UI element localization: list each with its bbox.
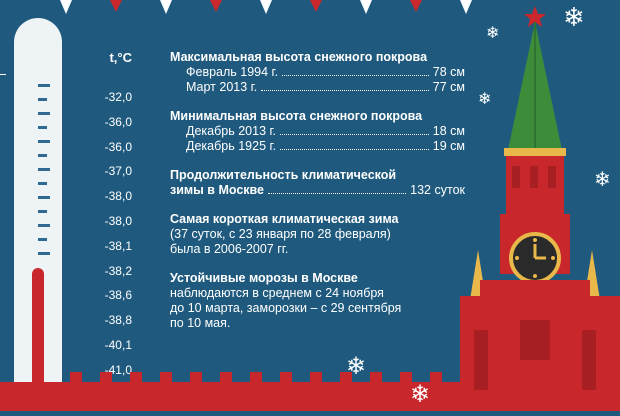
- frost-line-1: наблюдаются в среднем с 24 ноября: [170, 286, 384, 300]
- min-snow-block: Минимальная высота снежного покрова Дека…: [170, 109, 465, 154]
- shortest-title: Самая короткая климатическая зима: [170, 212, 399, 226]
- kremlin-wall: [0, 372, 470, 411]
- kremlin-tower: [460, 0, 620, 411]
- temperature-value: -36,0: [104, 114, 132, 129]
- thermometer: [14, 18, 62, 411]
- frost-title: Устойчивые морозы в Москве: [170, 271, 358, 285]
- max-snow-block: Максимальная высота снежного покрова Фев…: [170, 50, 465, 95]
- max-snow-title: Максимальная высота снежного покрова: [170, 50, 428, 64]
- max-snow-row: Февраль 1994 г. 78 см: [170, 65, 465, 80]
- shortest-line-1: (37 суток, с 23 января по 28 февраля): [170, 227, 391, 241]
- snowflake-icon: ❄: [346, 353, 367, 380]
- duration-title-2: зимы в Москве: [170, 183, 265, 197]
- temperature-value: -40,1: [104, 337, 132, 352]
- shortest-line-2: была в 2006-2007 гг.: [170, 242, 289, 256]
- max-snow-row: Март 2013 г. 77 см: [170, 80, 465, 95]
- snowflake-icon: ❄: [410, 381, 431, 408]
- row-label: Март 2013 г.: [186, 80, 258, 94]
- bunting: [0, 0, 620, 18]
- temperature-value: -36,0: [104, 139, 132, 154]
- min-snow-row: Декабрь 2013 г. 18 см: [170, 124, 465, 139]
- shortest-block: Самая короткая климатическая зима (37 су…: [170, 212, 465, 257]
- duration-value: 132 суток: [410, 183, 465, 197]
- temperature-value: -38,8: [104, 313, 132, 328]
- temperature-value: -38,2: [104, 263, 132, 278]
- row-value: 77 см: [432, 80, 465, 94]
- row-value: 78 см: [432, 65, 465, 79]
- temperature-value: -32,0: [104, 90, 132, 104]
- duration-row: зимы в Москве 132 суток: [170, 183, 465, 198]
- snowflake-icon: ❄: [594, 169, 611, 191]
- snowflake-icon: ❄: [486, 25, 500, 42]
- temperature-list: -32,0 -36,0 -36,0 -37,0 -38,0 -38,0 -38,1 -38,2…: [72, 85, 132, 407]
- temperature-header: t,°C: [109, 50, 132, 65]
- temperature-value: -38,1: [104, 238, 132, 253]
- row-label: Февраль 1994 г.: [186, 65, 279, 79]
- thermometer-mercury: [32, 268, 44, 411]
- temperature-value: -38,0: [104, 189, 132, 204]
- snowflake-icon: ❄: [478, 91, 492, 108]
- min-snow-row: Декабрь 1925 г. 19 см: [170, 139, 465, 154]
- divider: [0, 74, 6, 75]
- row-value: 18 см: [432, 124, 465, 138]
- duration-block: Продолжительность климатической зимы в М…: [170, 168, 465, 198]
- row-value: 19 см: [432, 139, 465, 153]
- row-label: Декабрь 1925 г.: [186, 139, 276, 153]
- temperature-value: -38,0: [104, 213, 132, 228]
- temperature-value: -37,0: [104, 164, 132, 179]
- temperature-value: -38,6: [104, 288, 132, 303]
- row-label: Декабрь 2013 г.: [186, 124, 276, 138]
- facts-panel: Максимальная высота снежного покрова Фев…: [170, 50, 465, 331]
- duration-title-1: Продолжительность климатической: [170, 168, 397, 182]
- min-snow-title: Минимальная высота снежного покрова: [170, 109, 423, 123]
- frost-block: Устойчивые морозы в Москве наблюдаются в…: [170, 271, 465, 331]
- frost-line-2: до 10 марта, заморозки – с 29 сентября: [170, 301, 402, 315]
- frost-line-3: по 10 мая.: [170, 316, 231, 330]
- snowflake-icon: ❄: [563, 2, 585, 32]
- temperature-column: t,°C: [72, 50, 132, 70]
